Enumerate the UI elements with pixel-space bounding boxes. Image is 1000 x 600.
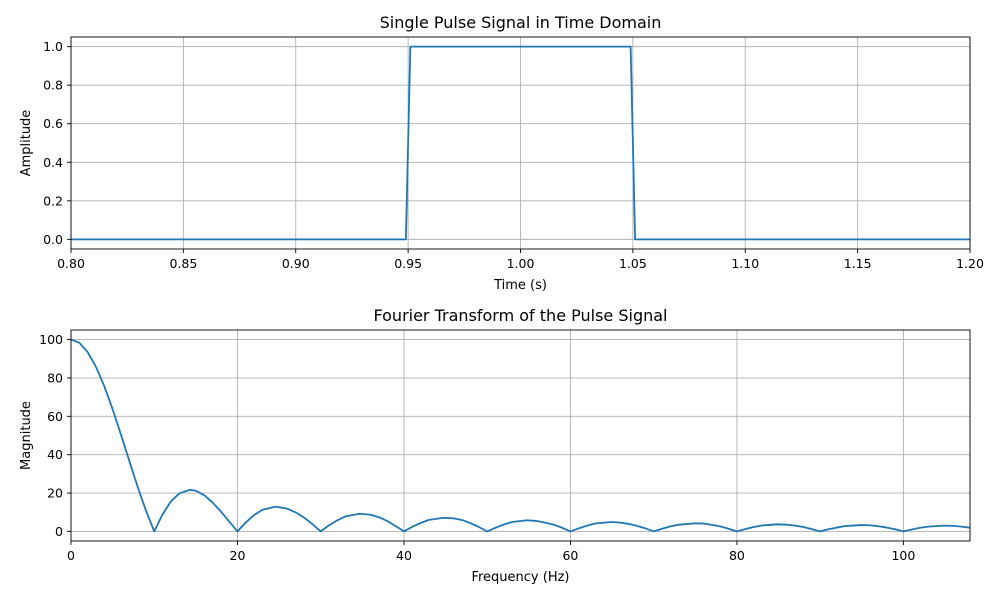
time-x-axis-label: Time (s) [493,278,547,293]
freq-y-tick-label: 0 [55,524,63,539]
time-y-axis-label: Amplitude [19,110,34,177]
time-x-tick-label: 0.90 [282,256,310,271]
freq-x-axis-label: Frequency (Hz) [471,570,569,585]
time-x-tick-label: 1.20 [956,256,984,271]
freq-y-tick-label: 40 [47,447,63,462]
freq-y-tick-label: 60 [47,409,63,424]
freq-series-line [70,338,971,533]
frequency-domain-chart: 0 20 40 60 80 100 0 20 40 60 80 100 Fourier Transfor… [19,306,971,585]
time-y-tick-label: 1.0 [43,39,63,54]
time-x-tick-label: 1.15 [844,256,872,271]
freq-x-tick-label: 20 [230,548,246,563]
freq-x-tick-label: 100 [891,548,915,563]
time-domain-chart: 0.80 0.85 0.90 0.95 1.00 1.05 1.10 1.15 1.20 0.0 0… [19,13,984,293]
freq-plot-frame [70,329,971,542]
freq-y-tick-label: 80 [47,370,63,385]
time-x-tick-label: 0.85 [169,256,197,271]
time-chart-title: Single Pulse Signal in Time Domain [380,13,662,32]
time-x-tick-label: 1.10 [731,256,759,271]
freq-y-tick-label: 100 [39,332,63,347]
time-y-tick-label: 0.4 [43,155,63,170]
time-x-tick-label: 0.80 [57,256,85,271]
time-y-tick-label: 0.0 [43,232,63,247]
time-x-tick-label: 1.05 [619,256,647,271]
time-y-tick-label: 0.2 [43,193,63,208]
freq-x-tick-label: 60 [562,548,578,563]
time-x-tick-label: 1.00 [507,256,535,271]
freq-chart-title: Fourier Transform of the Pulse Signal [374,306,668,325]
freq-x-tick-label: 0 [67,548,75,563]
time-y-tick-label: 0.6 [43,116,63,131]
freq-y-axis-label: Magnitude [19,401,34,470]
freq-x-tick-label: 80 [729,548,745,563]
time-y-tick-label: 0.8 [43,78,63,93]
freq-x-tick-label: 40 [396,548,412,563]
time-series-line [71,45,970,241]
time-x-tick-label: 0.95 [394,256,422,271]
freq-y-tick-label: 20 [47,486,63,501]
